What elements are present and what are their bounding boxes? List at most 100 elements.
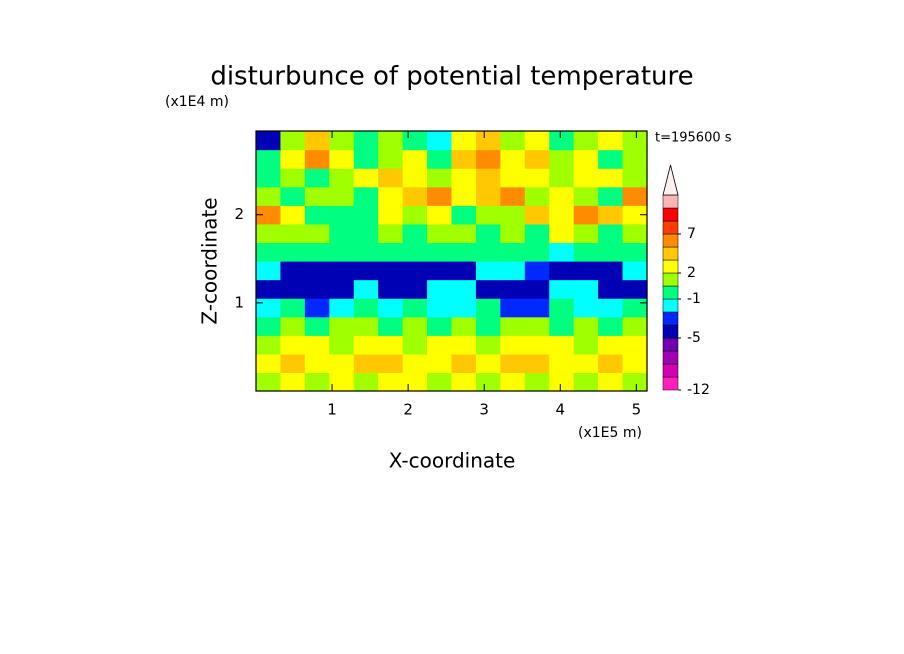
y-axis-label: Z-coordinate	[198, 197, 222, 324]
contour-cell	[622, 168, 648, 188]
contour-cell	[353, 205, 379, 225]
contour-cell	[256, 353, 282, 374]
colorbar-box	[662, 376, 679, 391]
contour-cell	[549, 149, 575, 169]
contour-cell	[573, 298, 599, 318]
contour-cell	[353, 279, 379, 299]
contour-cell	[256, 298, 282, 318]
contour-cell	[256, 335, 282, 355]
contour-cell	[622, 279, 648, 299]
contour-cell	[475, 335, 501, 355]
contour-cell	[598, 168, 624, 188]
contour-cell	[451, 298, 477, 318]
contour-cell	[329, 335, 355, 355]
contour-cell	[280, 372, 306, 392]
contour-cell	[256, 186, 282, 206]
contour-cell	[304, 372, 330, 392]
colorbar-box	[662, 246, 679, 261]
contour-cell	[622, 298, 648, 318]
contour-cell	[353, 261, 379, 281]
contour-cell	[573, 205, 599, 225]
contour-cell	[524, 372, 550, 392]
contour-cell	[524, 242, 550, 262]
contour-cell	[549, 186, 575, 206]
contour-cell	[573, 335, 599, 355]
contour-cell	[304, 149, 330, 169]
contour-cell	[427, 372, 453, 392]
colorbar-tick-label: 2	[687, 265, 696, 281]
colorbar-box	[662, 363, 679, 378]
contour-cell	[256, 149, 282, 169]
contour-cell	[402, 223, 428, 244]
x-tick-label: 3	[479, 401, 489, 419]
contour-cell	[378, 168, 404, 188]
contour-cell	[524, 316, 550, 336]
contour-cell	[256, 131, 282, 151]
contour-cell	[378, 205, 404, 225]
contour-cell	[402, 242, 428, 262]
contour-cell	[500, 186, 526, 206]
contour-cell	[451, 168, 477, 188]
contour-cell	[500, 149, 526, 169]
contour-cell	[427, 335, 453, 355]
colorbar-box	[662, 337, 679, 352]
contour-cell	[353, 186, 379, 206]
contour-cell	[353, 223, 379, 244]
x-tick-label: 2	[403, 401, 413, 419]
contour-cell	[475, 298, 501, 318]
contour-cell	[280, 131, 306, 151]
contour-cell	[304, 131, 330, 151]
y-tick-label: 2	[234, 205, 244, 223]
contour-cell	[475, 261, 501, 281]
contour-cell	[500, 353, 526, 374]
colorbar-tick-label: -5	[687, 330, 701, 346]
contour-cell	[573, 149, 599, 169]
y-tick-label: 1	[234, 293, 244, 311]
contour-cell	[427, 298, 453, 318]
chart-title: disturbunce of potential temperature	[210, 62, 693, 92]
contour-cell	[329, 279, 355, 299]
contour-cell	[573, 242, 599, 262]
contour-cell	[329, 353, 355, 374]
contour-cell	[549, 261, 575, 281]
contour-cell	[378, 261, 404, 281]
contour-cell	[524, 168, 550, 188]
contour-cell	[598, 298, 624, 318]
contour-cell	[402, 131, 428, 151]
contour-cell	[622, 353, 648, 374]
x-tick-label: 4	[556, 401, 566, 419]
contour-cell	[329, 131, 355, 151]
contour-cell	[475, 149, 501, 169]
contour-cell	[378, 149, 404, 169]
contour-cell	[329, 149, 355, 169]
contour-cell	[451, 242, 477, 262]
contour-cell	[524, 149, 550, 169]
contour-cell	[402, 298, 428, 318]
y-scale-label: (x1E4 m)	[165, 94, 229, 110]
contour-cell	[573, 353, 599, 374]
contour-cell	[500, 131, 526, 151]
contour-cell	[256, 316, 282, 336]
contour-cell	[475, 205, 501, 225]
x-axis-label: X-coordinate	[389, 449, 516, 473]
contour-cell	[402, 261, 428, 281]
contour-cell	[427, 168, 453, 188]
contour-cell	[549, 372, 575, 392]
contour-cell	[353, 353, 379, 374]
contour-cell	[280, 168, 306, 188]
contour-cell	[573, 168, 599, 188]
contour-cell	[573, 279, 599, 299]
contour-cell	[451, 316, 477, 336]
contour-cell	[622, 186, 648, 206]
colorbar-box	[662, 233, 679, 248]
contour-cell	[573, 372, 599, 392]
contour-cell	[549, 316, 575, 336]
contour-cell	[500, 223, 526, 244]
contour-cell	[256, 261, 282, 281]
contour-cell	[549, 279, 575, 299]
contour-cell	[598, 205, 624, 225]
contour-cell	[402, 316, 428, 336]
contour-cell	[573, 261, 599, 281]
contour-cell	[573, 186, 599, 206]
contour-cell	[451, 205, 477, 225]
